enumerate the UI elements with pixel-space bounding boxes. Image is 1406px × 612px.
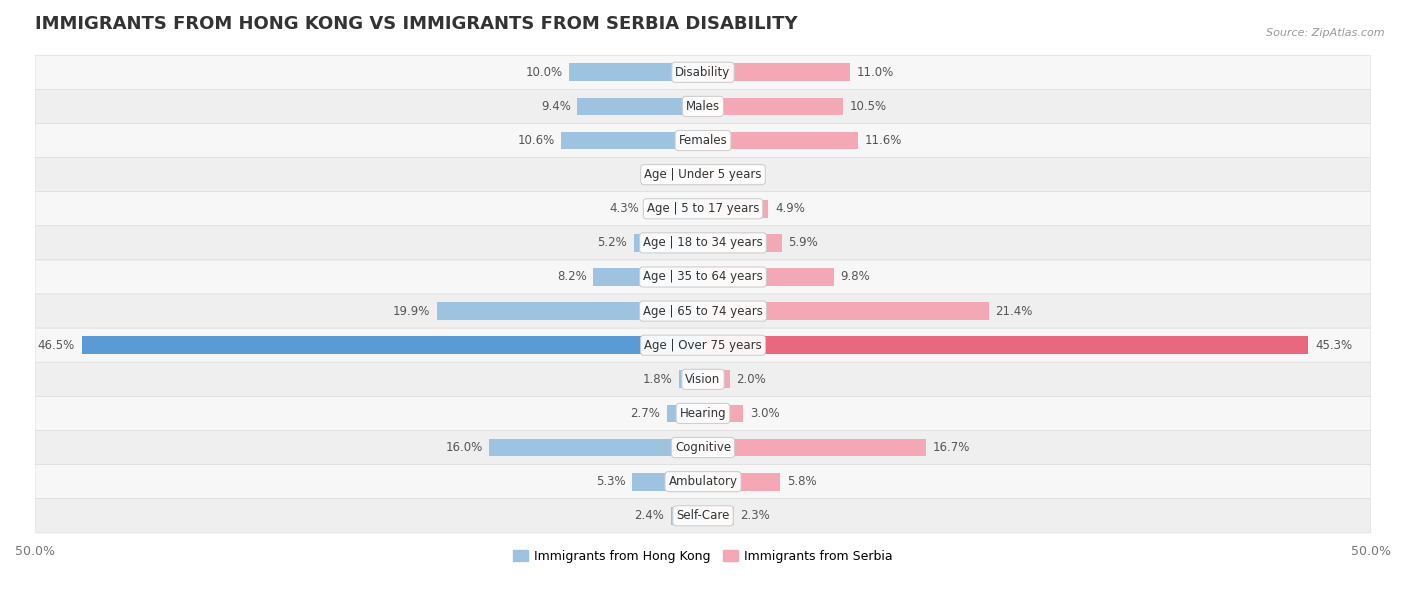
- Bar: [703, 439, 927, 457]
- Text: Age | 65 to 74 years: Age | 65 to 74 years: [643, 305, 763, 318]
- Text: 19.9%: 19.9%: [394, 305, 430, 318]
- Bar: [690, 166, 703, 184]
- Text: 2.0%: 2.0%: [737, 373, 766, 386]
- Text: 4.3%: 4.3%: [609, 203, 638, 215]
- Text: 16.0%: 16.0%: [446, 441, 482, 454]
- Bar: [703, 337, 1308, 354]
- Text: 45.3%: 45.3%: [1315, 338, 1353, 352]
- Text: Females: Females: [679, 134, 727, 147]
- Text: Cognitive: Cognitive: [675, 441, 731, 454]
- Text: 9.8%: 9.8%: [841, 271, 870, 283]
- FancyBboxPatch shape: [35, 397, 1371, 430]
- FancyBboxPatch shape: [35, 328, 1371, 362]
- Text: 5.2%: 5.2%: [598, 236, 627, 249]
- FancyBboxPatch shape: [35, 192, 1371, 226]
- Bar: [703, 64, 851, 81]
- Bar: [645, 200, 703, 218]
- Text: 11.6%: 11.6%: [865, 134, 903, 147]
- Text: 10.0%: 10.0%: [526, 66, 562, 79]
- Bar: [703, 405, 744, 422]
- FancyBboxPatch shape: [35, 465, 1371, 499]
- FancyBboxPatch shape: [35, 260, 1371, 294]
- Text: 8.2%: 8.2%: [557, 271, 586, 283]
- Text: IMMIGRANTS FROM HONG KONG VS IMMIGRANTS FROM SERBIA DISABILITY: IMMIGRANTS FROM HONG KONG VS IMMIGRANTS …: [35, 15, 797, 33]
- Bar: [703, 302, 988, 320]
- Text: 5.3%: 5.3%: [596, 475, 626, 488]
- Text: 46.5%: 46.5%: [38, 338, 75, 352]
- Text: 16.7%: 16.7%: [932, 441, 970, 454]
- Bar: [489, 439, 703, 457]
- Bar: [569, 64, 703, 81]
- Text: 4.9%: 4.9%: [775, 203, 806, 215]
- Text: Males: Males: [686, 100, 720, 113]
- Bar: [703, 507, 734, 524]
- Bar: [703, 200, 769, 218]
- Bar: [703, 97, 844, 115]
- Text: 2.4%: 2.4%: [634, 509, 664, 522]
- FancyBboxPatch shape: [35, 226, 1371, 260]
- Bar: [703, 473, 780, 491]
- Text: Age | Over 75 years: Age | Over 75 years: [644, 338, 762, 352]
- Text: 1.2%: 1.2%: [725, 168, 755, 181]
- Bar: [703, 132, 858, 149]
- FancyBboxPatch shape: [35, 430, 1371, 465]
- FancyBboxPatch shape: [35, 124, 1371, 158]
- Text: 1.8%: 1.8%: [643, 373, 672, 386]
- Text: Age | 18 to 34 years: Age | 18 to 34 years: [643, 236, 763, 249]
- Text: Ambulatory: Ambulatory: [668, 475, 738, 488]
- Bar: [703, 166, 718, 184]
- Text: 21.4%: 21.4%: [995, 305, 1033, 318]
- FancyBboxPatch shape: [35, 55, 1371, 89]
- Text: 5.8%: 5.8%: [787, 475, 817, 488]
- Legend: Immigrants from Hong Kong, Immigrants from Serbia: Immigrants from Hong Kong, Immigrants fr…: [508, 545, 898, 568]
- Bar: [578, 97, 703, 115]
- Bar: [82, 337, 703, 354]
- Text: 2.7%: 2.7%: [630, 407, 661, 420]
- Text: Self-Care: Self-Care: [676, 509, 730, 522]
- Text: 2.3%: 2.3%: [741, 509, 770, 522]
- FancyBboxPatch shape: [35, 362, 1371, 397]
- Text: Source: ZipAtlas.com: Source: ZipAtlas.com: [1267, 28, 1385, 37]
- Text: 5.9%: 5.9%: [789, 236, 818, 249]
- Bar: [634, 234, 703, 252]
- Bar: [703, 370, 730, 388]
- FancyBboxPatch shape: [35, 294, 1371, 328]
- Bar: [703, 268, 834, 286]
- Text: 9.4%: 9.4%: [541, 100, 571, 113]
- Bar: [633, 473, 703, 491]
- Bar: [703, 234, 782, 252]
- Text: 0.95%: 0.95%: [647, 168, 683, 181]
- Text: Age | 5 to 17 years: Age | 5 to 17 years: [647, 203, 759, 215]
- Text: Age | Under 5 years: Age | Under 5 years: [644, 168, 762, 181]
- Text: Disability: Disability: [675, 66, 731, 79]
- Text: Age | 35 to 64 years: Age | 35 to 64 years: [643, 271, 763, 283]
- Text: Vision: Vision: [685, 373, 721, 386]
- FancyBboxPatch shape: [35, 89, 1371, 124]
- Text: 10.6%: 10.6%: [517, 134, 555, 147]
- FancyBboxPatch shape: [35, 499, 1371, 533]
- Bar: [437, 302, 703, 320]
- Bar: [666, 405, 703, 422]
- Bar: [593, 268, 703, 286]
- Bar: [679, 370, 703, 388]
- FancyBboxPatch shape: [35, 158, 1371, 192]
- Text: 3.0%: 3.0%: [749, 407, 779, 420]
- Bar: [671, 507, 703, 524]
- Bar: [561, 132, 703, 149]
- Text: 11.0%: 11.0%: [856, 66, 894, 79]
- Text: 10.5%: 10.5%: [851, 100, 887, 113]
- Text: Hearing: Hearing: [679, 407, 727, 420]
